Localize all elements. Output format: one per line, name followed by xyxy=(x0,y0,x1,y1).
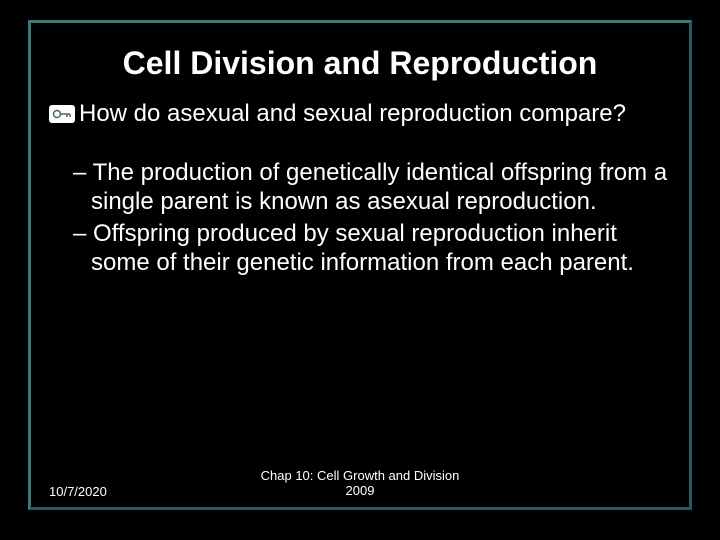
bullet-list: – The production of genetically identica… xyxy=(73,159,671,278)
footer-line2: 2009 xyxy=(346,483,375,498)
slide-container: Cell Division and Reproduction How do as… xyxy=(28,20,692,510)
key-question-text: How do asexual and sexual reproduction c… xyxy=(79,100,626,129)
footer-center: Chap 10: Cell Growth and Division 2009 xyxy=(261,468,460,499)
footer-date: 10/7/2020 xyxy=(49,484,107,499)
footer-line1: Chap 10: Cell Growth and Division xyxy=(261,468,460,483)
bullet-item: – The production of genetically identica… xyxy=(73,159,671,217)
key-icon xyxy=(49,105,75,123)
slide-title: Cell Division and Reproduction xyxy=(49,45,671,82)
key-question-row: How do asexual and sexual reproduction c… xyxy=(49,100,671,129)
slide-footer: 10/7/2020 Chap 10: Cell Growth and Divis… xyxy=(49,484,671,499)
bullet-item: – Offspring produced by sexual reproduct… xyxy=(73,220,671,278)
